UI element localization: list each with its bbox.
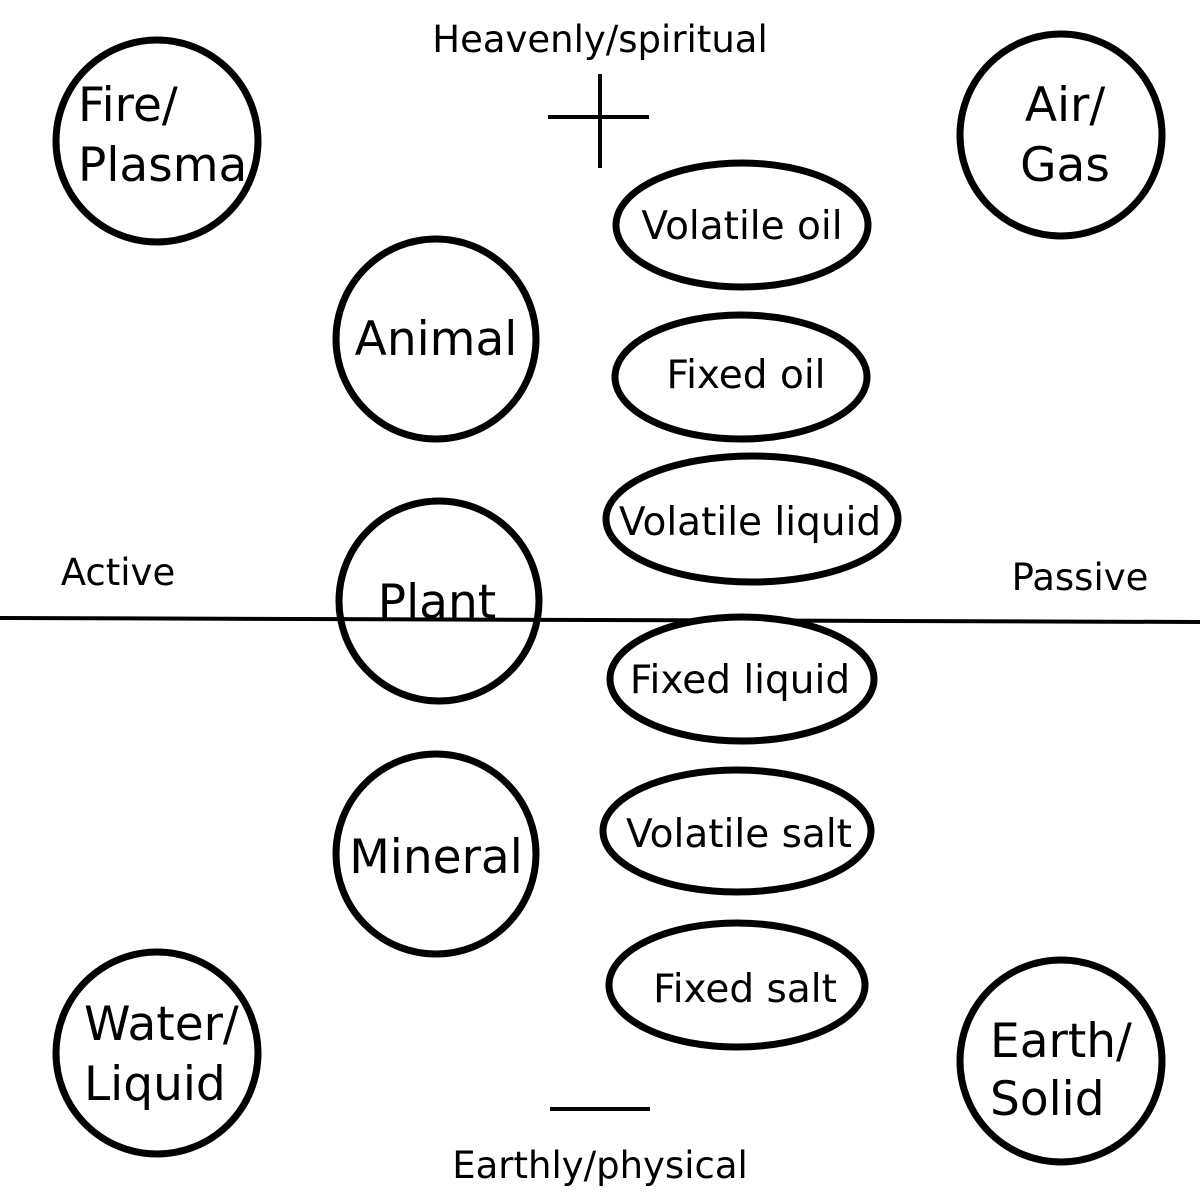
kingdom-mineral: Mineral	[332, 750, 540, 958]
element-fire: Fire/ Plasma	[52, 36, 262, 246]
svg-text:Fixed liquid: Fixed liquid	[630, 658, 850, 703]
element-air: Air/ Gas	[956, 30, 1166, 240]
principle-volatile-salt: Volatile salt	[599, 766, 875, 896]
plus-sign	[548, 74, 649, 168]
svg-text:Volatile oil: Volatile oil	[641, 204, 842, 249]
svg-text:Water/: Water/	[84, 997, 239, 1052]
principle-volatile-liquid: Volatile liquid	[602, 452, 902, 586]
principle-fixed-liquid: Fixed liquid	[606, 613, 878, 745]
principle-fixed-salt: Fixed salt	[605, 919, 869, 1051]
axis-label-bottom: Earthly/physical	[452, 1144, 748, 1187]
svg-text:Air/: Air/	[1025, 78, 1106, 133]
svg-text:Liquid: Liquid	[84, 1057, 226, 1112]
svg-text:Solid: Solid	[990, 1072, 1105, 1127]
svg-text:Plasma: Plasma	[78, 138, 247, 193]
axis-label-right: Passive	[1012, 556, 1149, 599]
principle-volatile-oil: Volatile oil	[612, 159, 872, 291]
kingdom-plant: Plant	[335, 497, 543, 705]
element-earth: Earth/ Solid	[956, 956, 1166, 1166]
svg-text:Earth/: Earth/	[990, 1014, 1132, 1069]
axis-label-left: Active	[61, 551, 175, 594]
kingdom-animal: Animal	[332, 235, 540, 443]
svg-text:Fixed oil: Fixed oil	[667, 353, 826, 398]
svg-text:Mineral: Mineral	[349, 830, 523, 885]
svg-text:Plant: Plant	[378, 575, 496, 630]
svg-text:Volatile liquid: Volatile liquid	[619, 500, 881, 545]
svg-text:Gas: Gas	[1020, 138, 1110, 193]
svg-text:Fixed salt: Fixed salt	[653, 967, 837, 1012]
svg-text:Fire/: Fire/	[78, 78, 178, 133]
axis-label-top: Heavenly/spiritual	[432, 18, 767, 61]
horizontal-divider	[0, 616, 1200, 624]
svg-text:Animal: Animal	[355, 312, 518, 367]
principle-fixed-oil: Fixed oil	[611, 311, 871, 443]
element-water: Water/ Liquid	[52, 948, 262, 1158]
svg-text:Volatile salt: Volatile salt	[626, 812, 852, 857]
